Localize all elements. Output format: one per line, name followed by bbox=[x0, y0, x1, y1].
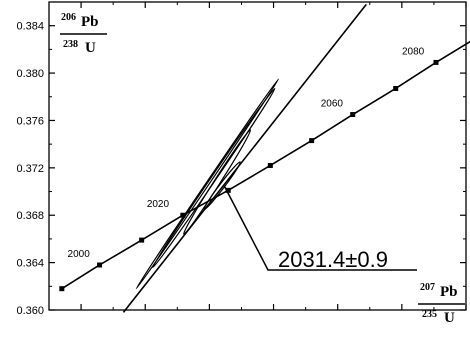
error-ellipse bbox=[183, 129, 252, 235]
y-axis-numerator-mass: 206 bbox=[61, 12, 76, 23]
age-marker bbox=[267, 162, 273, 168]
age-markers bbox=[59, 59, 439, 292]
age-label: 2020 bbox=[147, 199, 170, 210]
x-axis-numerator-mass: 207 bbox=[420, 282, 435, 293]
age-marker bbox=[97, 262, 103, 268]
x-axis-label: 207 Pb 235 U bbox=[418, 282, 465, 326]
y-tick-label: 0.364 bbox=[16, 258, 44, 270]
y-tick-label: 0.360 bbox=[16, 305, 44, 317]
result-leader-line bbox=[223, 185, 417, 271]
age-label: 2000 bbox=[68, 249, 91, 260]
concordia-curve bbox=[61, 40, 470, 290]
y-axis-label: 206 Pb 238 U bbox=[60, 12, 107, 56]
age-labels: 2000 2020 2060 2080 bbox=[68, 46, 425, 260]
x-axis-denominator-mass: 235 bbox=[422, 309, 437, 320]
age-marker bbox=[139, 237, 145, 243]
error-ellipses bbox=[135, 78, 280, 290]
age-marker bbox=[350, 112, 356, 118]
y-tick-label: 0.368 bbox=[16, 210, 44, 222]
y-axis-denominator-element: U bbox=[85, 40, 96, 56]
age-label: 2060 bbox=[321, 99, 344, 110]
age-marker bbox=[225, 187, 231, 193]
age-label: 2080 bbox=[402, 46, 425, 57]
age-marker bbox=[59, 286, 65, 292]
plot-frame bbox=[48, 1, 467, 311]
age-marker bbox=[180, 212, 186, 218]
y-axis-denominator-mass: 238 bbox=[63, 39, 78, 50]
y-axis-numerator-element: Pb bbox=[81, 14, 99, 30]
error-ellipse bbox=[135, 78, 280, 290]
age-marker bbox=[433, 59, 439, 65]
y-tick-label: 0.384 bbox=[16, 21, 44, 33]
age-marker bbox=[393, 85, 399, 91]
discordia-line bbox=[122, 3, 367, 313]
result-label: 2031.4±0.9 bbox=[278, 247, 388, 272]
x-axis-denominator-element: U bbox=[444, 310, 455, 326]
y-tick-label: 0.380 bbox=[16, 68, 44, 80]
x-axis-numerator-element: Pb bbox=[440, 284, 458, 300]
age-marker bbox=[309, 138, 315, 144]
y-tick-label: 0.372 bbox=[16, 163, 44, 175]
y-axis-ticks: 0.360 0.364 0.368 0.372 0.376 0.380 0.384 bbox=[16, 21, 466, 317]
y-tick-label: 0.376 bbox=[16, 115, 44, 127]
x-axis-ticks bbox=[80, 2, 467, 310]
